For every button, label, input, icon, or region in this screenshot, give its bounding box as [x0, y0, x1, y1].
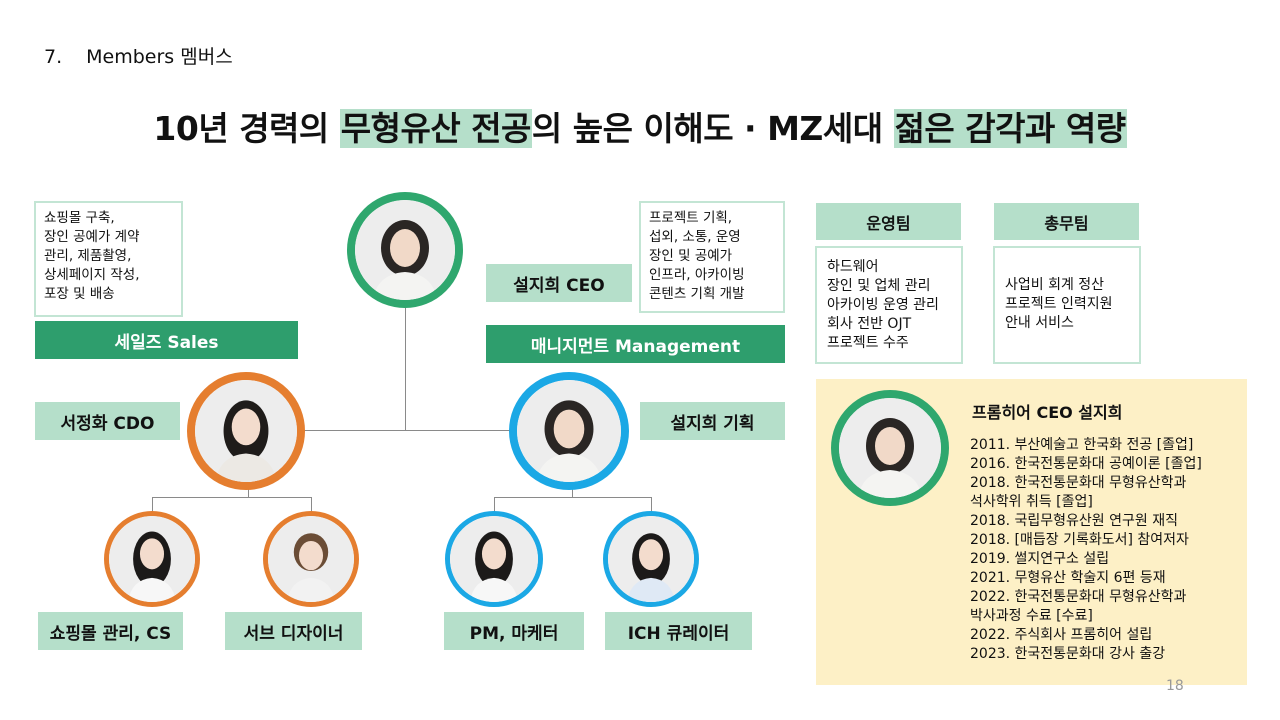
ceo-photo	[347, 192, 463, 308]
person-portrait-icon	[626, 533, 676, 602]
page-number: 18	[1166, 678, 1184, 694]
person-portrait-icon	[215, 400, 277, 482]
history-item: 2019. 썰지연구소 설립	[970, 551, 1110, 567]
headline: 10년 경력의 무형유산 전공의 높은 이해도 · MZ세대 젊은 감각과 역량	[0, 102, 1280, 150]
history-item: 2016. 한국전통문화대 공예이론 [졸업]	[970, 456, 1202, 472]
person-portrait-icon	[127, 531, 177, 602]
history-item: 2022. 주식회사 프롬히어 설립	[970, 627, 1153, 643]
org-line-sales-vertical	[248, 485, 249, 497]
history-item: 2022. 한국전통문화대 무형유산학과	[970, 589, 1187, 605]
history-item: 석사학위 취득 [졸업]	[970, 494, 1093, 510]
sub-designer-photo	[263, 511, 359, 607]
headline-part1: 10년 경력의	[153, 109, 340, 148]
team-admin-header: 총무팀	[994, 203, 1139, 240]
section-title: 7. Members 멤버스	[44, 42, 233, 69]
profile-history: 2011. 부산예술고 한국화 전공 [졸업] 2016. 한국전통문화대 공예…	[970, 436, 1202, 664]
section-name: Members 멤버스	[86, 46, 233, 68]
history-item: 2018. 한국전통문화대 무형유산학과	[970, 475, 1187, 491]
org-line-mgmt-right	[651, 497, 652, 513]
org-line-level2-horizontal	[300, 430, 512, 431]
profile-photo	[831, 390, 949, 506]
management-bar: 매니지먼트 Management	[486, 325, 785, 363]
ich-photo	[603, 511, 699, 607]
ich-label: ICH 큐레이터	[605, 612, 752, 650]
person-portrait-icon	[286, 533, 336, 602]
history-item: 2018. 국립무형유산원 연구원 재직	[970, 513, 1178, 529]
cdo-photo	[187, 372, 305, 490]
history-item: 2018. [매듭장 기록화도서] 참여저자	[970, 532, 1189, 548]
planning-label: 설지희 기획	[640, 402, 785, 440]
person-portrait-icon	[858, 418, 922, 498]
history-item: 박사과정 수료 [수료]	[970, 608, 1093, 624]
person-portrait-icon	[536, 400, 602, 482]
org-line-mgmt-left	[494, 497, 495, 513]
history-item: 2023. 한국전통문화대 강사 출강	[970, 646, 1166, 662]
ceo-label: 설지희 CEO	[486, 264, 632, 302]
shop-photo	[104, 511, 200, 607]
org-line-sales-right	[311, 497, 312, 513]
profile-title: 프롬히어 CEO 설지희	[972, 403, 1123, 422]
management-description: 프로젝트 기획, 섭외, 소통, 운영 장인 및 공예가 인프라, 아카이빙 콘…	[639, 201, 785, 313]
pm-photo	[445, 511, 543, 607]
sales-description: 쇼핑몰 구축, 장인 공예가 계약 관리, 제품촬영, 상세페이지 작성, 포장…	[34, 201, 183, 317]
history-item: 2011. 부산예술고 한국화 전공 [졸업]	[970, 437, 1194, 453]
headline-part2: 의 높은 이해도 · MZ세대	[531, 109, 894, 148]
org-line-sales-horizontal	[152, 497, 312, 498]
shop-label: 쇼핑몰 관리, CS	[38, 612, 183, 650]
team-operations-header: 운영팀	[816, 203, 961, 240]
person-portrait-icon	[373, 220, 437, 300]
section-number: 7.	[44, 46, 63, 68]
person-portrait-icon	[469, 531, 519, 602]
team-admin-duties: 사업비 회계 정산 프로젝트 인력지원 안내 서비스	[993, 246, 1141, 364]
headline-highlight1: 무형유산 전공	[339, 109, 532, 148]
pm-label: PM, 마케터	[444, 612, 584, 650]
org-line-sales-left	[152, 497, 153, 513]
sales-bar: 세일즈 Sales	[35, 321, 298, 359]
sub-designer-label: 서브 디자이너	[225, 612, 362, 650]
org-line-mgmt-vertical	[572, 485, 573, 497]
history-item: 2021. 무형유산 학술지 6편 등재	[970, 570, 1166, 586]
org-line-ceo-vertical	[405, 305, 406, 431]
headline-highlight2: 젊은 감각과 역량	[893, 109, 1127, 148]
org-line-mgmt-horizontal	[494, 497, 652, 498]
team-operations-duties: 하드웨어 장인 및 업체 관리 아카이빙 운영 관리 회사 전반 OJT 프로젝…	[815, 246, 963, 364]
cdo-label: 서정화 CDO	[35, 402, 180, 440]
planning-photo	[509, 372, 629, 490]
